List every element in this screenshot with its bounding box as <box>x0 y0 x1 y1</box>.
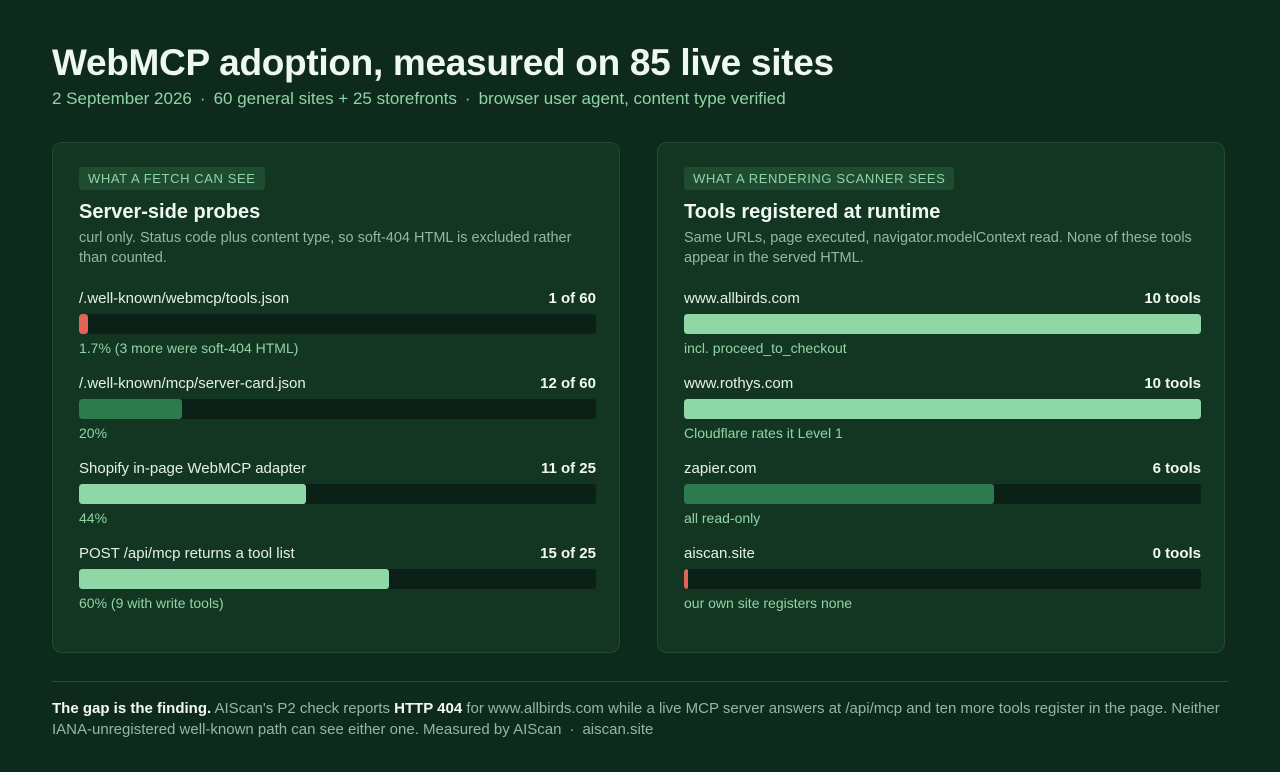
bar-track <box>684 569 1201 589</box>
bar-track <box>79 399 596 419</box>
footer-highlight: HTTP 404 <box>394 700 463 717</box>
row-label: Shopify in-page WebMCP adapter <box>79 460 307 477</box>
subtitle-date: 2 September 2026 <box>52 89 192 108</box>
subtitle-sample: 60 general sites + 25 storefronts <box>213 89 457 108</box>
bar-fill <box>79 399 182 419</box>
bar-track <box>79 484 596 504</box>
row-note: Cloudflare rates it Level 1 <box>684 425 843 441</box>
bar-track <box>79 314 596 334</box>
footer-text: AIScan's P2 check reports <box>211 700 395 717</box>
metric-row: Shopify in-page WebMCP adapter 11 of 25 44… <box>79 460 596 530</box>
row-note: 44% <box>79 510 108 526</box>
metric-row: /.well-known/webmcp/tools.json 1 of 60 1.7… <box>79 290 596 360</box>
row-label: /.well-known/mcp/server-card.json <box>79 375 306 392</box>
metric-row: zapier.com 6 tools all read-only <box>684 460 1201 530</box>
metric-row: www.allbirds.com 10 tools incl. proceed_to… <box>684 290 1201 360</box>
bar-fill <box>79 484 306 504</box>
page-subtitle: 2 September 2026 · 60 general sites + 25 s… <box>52 89 786 109</box>
row-value: 12 of 60 <box>540 375 596 392</box>
row-note: incl. proceed_to_checkout <box>684 340 847 356</box>
footer-site: aiscan.site <box>582 721 654 738</box>
footer-text: for www.allbirds.com while a live MCP se… <box>52 700 1220 738</box>
bar-track <box>684 399 1201 419</box>
subtitle-separator: · <box>464 89 471 108</box>
row-value: 10 tools <box>1144 290 1201 307</box>
row-label: www.rothys.com <box>684 375 794 392</box>
page-title: WebMCP adoption, measured on 85 live sit… <box>52 42 834 83</box>
panel-title: Tools registered at runtime <box>684 201 941 223</box>
row-value: 6 tools <box>1152 460 1201 477</box>
row-label: zapier.com <box>684 460 757 477</box>
bar-fill <box>684 569 688 589</box>
footer-separator: · <box>569 721 575 738</box>
bar-track <box>684 314 1201 334</box>
bar-fill <box>684 314 1201 334</box>
bar-fill <box>684 399 1201 419</box>
panel-badge: WHAT A RENDERING SCANNER SEES <box>684 167 955 190</box>
row-label: /.well-known/webmcp/tools.json <box>79 290 290 307</box>
row-note: all read-only <box>684 510 761 526</box>
footer-divider <box>52 681 1228 682</box>
row-value: 15 of 25 <box>540 545 596 562</box>
panel-title: Server-side probes <box>79 201 261 223</box>
bar-fill <box>684 484 994 504</box>
bar-fill <box>79 314 88 334</box>
row-label: aiscan.site <box>684 545 755 562</box>
row-label: www.allbirds.com <box>684 290 800 307</box>
panel-description: Same URLs, page executed, navigator.mode… <box>684 230 1192 266</box>
panel-badge: WHAT A FETCH CAN SEE <box>79 167 265 190</box>
row-value: 1 of 60 <box>548 290 596 307</box>
row-value: 0 tools <box>1152 545 1201 562</box>
row-note: 60% (9 with write tools) <box>79 595 224 611</box>
subtitle-separator: · <box>199 89 206 108</box>
bar-fill <box>79 569 389 589</box>
bar-track <box>684 484 1201 504</box>
bar-track <box>79 569 596 589</box>
row-value: 11 of 25 <box>540 460 596 477</box>
row-value: 10 tools <box>1144 375 1201 392</box>
metric-row: /.well-known/mcp/server-card.json 12 of 6… <box>79 375 596 445</box>
footer-note: The gap is the finding. AIScan's P2 chec… <box>52 698 1228 740</box>
row-note: 1.7% (3 more were soft-404 HTML) <box>79 340 299 356</box>
metric-row: POST /api/mcp returns a tool list 15 of 2… <box>79 545 596 615</box>
row-label: POST /api/mcp returns a tool list <box>79 545 295 562</box>
runtime-tools-panel: WHAT A RENDERING SCANNER SEES Tools regi… <box>657 142 1225 653</box>
row-note: our own site registers none <box>684 595 853 611</box>
footer-lead: The gap is the finding. <box>52 700 212 717</box>
server-side-probes-panel: WHAT A FETCH CAN SEE Server-side probes … <box>52 142 620 653</box>
panel-description: curl only. Status code plus content type… <box>79 230 572 266</box>
metric-row: aiscan.site 0 tools our own site registers… <box>684 545 1201 615</box>
subtitle-method: browser user agent, content type verifie… <box>478 89 786 108</box>
metric-row: www.rothys.com 10 tools Cloudflare rates i… <box>684 375 1201 445</box>
row-note: 20% <box>79 425 108 441</box>
